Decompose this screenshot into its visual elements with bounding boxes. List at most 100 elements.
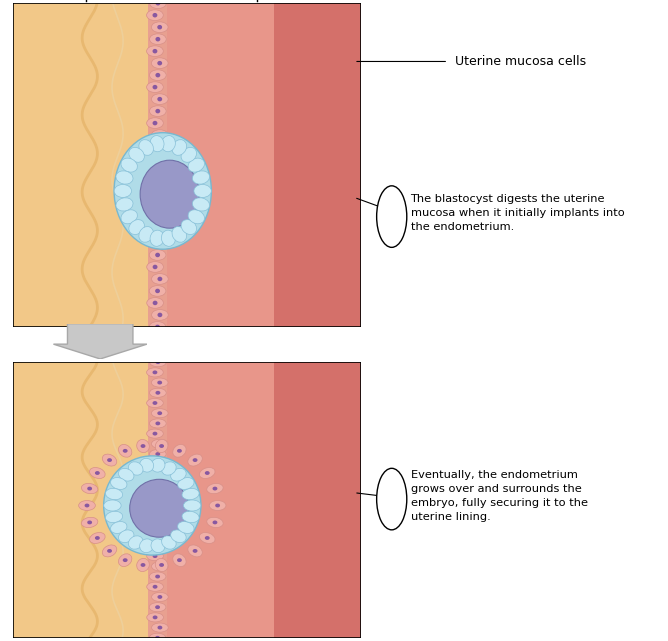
Circle shape xyxy=(158,241,162,246)
Ellipse shape xyxy=(81,517,98,528)
Ellipse shape xyxy=(146,399,163,408)
Circle shape xyxy=(156,422,160,426)
Ellipse shape xyxy=(150,449,166,458)
Ellipse shape xyxy=(114,185,132,197)
Ellipse shape xyxy=(152,592,168,601)
Ellipse shape xyxy=(173,554,186,567)
Circle shape xyxy=(377,469,407,530)
Circle shape xyxy=(156,391,160,395)
Circle shape xyxy=(152,493,158,497)
Circle shape xyxy=(153,265,158,269)
Ellipse shape xyxy=(110,478,127,490)
Circle shape xyxy=(152,85,158,89)
Text: The blastocyst digests the uterine
mucosa when it initially implants into
the en: The blastocyst digests the uterine mucos… xyxy=(411,194,625,233)
Ellipse shape xyxy=(137,440,150,453)
Circle shape xyxy=(156,145,160,149)
Circle shape xyxy=(107,549,112,553)
Circle shape xyxy=(88,520,92,524)
Polygon shape xyxy=(274,3,361,327)
Circle shape xyxy=(158,313,162,317)
Ellipse shape xyxy=(118,554,132,567)
Ellipse shape xyxy=(147,429,163,438)
Circle shape xyxy=(140,563,146,567)
Ellipse shape xyxy=(149,572,166,581)
Ellipse shape xyxy=(150,419,166,428)
Circle shape xyxy=(123,449,128,453)
Ellipse shape xyxy=(151,539,165,553)
Ellipse shape xyxy=(149,603,166,612)
Ellipse shape xyxy=(150,136,164,152)
Circle shape xyxy=(156,109,160,113)
Circle shape xyxy=(153,585,158,588)
Circle shape xyxy=(158,133,162,137)
Ellipse shape xyxy=(188,545,202,557)
Circle shape xyxy=(157,61,162,65)
Circle shape xyxy=(158,503,162,507)
Ellipse shape xyxy=(152,310,168,320)
Circle shape xyxy=(158,277,162,281)
Circle shape xyxy=(205,471,210,475)
Polygon shape xyxy=(152,362,361,638)
Ellipse shape xyxy=(182,488,199,500)
Ellipse shape xyxy=(152,439,168,449)
Ellipse shape xyxy=(147,82,163,92)
Ellipse shape xyxy=(114,133,211,249)
Ellipse shape xyxy=(184,500,201,511)
Circle shape xyxy=(95,471,100,475)
Circle shape xyxy=(123,558,128,562)
Ellipse shape xyxy=(118,530,134,542)
Circle shape xyxy=(156,37,160,42)
Polygon shape xyxy=(274,362,361,638)
Ellipse shape xyxy=(147,262,164,272)
Circle shape xyxy=(156,452,160,456)
Ellipse shape xyxy=(171,469,186,481)
Ellipse shape xyxy=(150,542,166,551)
Circle shape xyxy=(153,615,158,619)
Ellipse shape xyxy=(194,185,211,197)
Circle shape xyxy=(85,504,90,508)
Polygon shape xyxy=(53,324,147,359)
Ellipse shape xyxy=(106,488,123,500)
Ellipse shape xyxy=(192,171,210,184)
Ellipse shape xyxy=(110,522,127,533)
Ellipse shape xyxy=(147,521,164,530)
Ellipse shape xyxy=(102,545,117,557)
Ellipse shape xyxy=(188,158,204,172)
Ellipse shape xyxy=(104,500,121,511)
Circle shape xyxy=(177,558,182,562)
Ellipse shape xyxy=(90,533,105,544)
Circle shape xyxy=(152,524,158,528)
Ellipse shape xyxy=(152,274,168,285)
Ellipse shape xyxy=(81,483,98,494)
Circle shape xyxy=(158,534,162,538)
Polygon shape xyxy=(13,362,152,638)
Ellipse shape xyxy=(152,94,168,104)
Circle shape xyxy=(377,186,407,247)
Ellipse shape xyxy=(137,558,150,572)
Circle shape xyxy=(159,563,164,567)
Circle shape xyxy=(158,595,162,599)
Ellipse shape xyxy=(147,460,163,469)
Ellipse shape xyxy=(155,558,168,572)
Circle shape xyxy=(159,444,164,448)
Ellipse shape xyxy=(79,501,96,510)
Ellipse shape xyxy=(172,226,186,242)
Ellipse shape xyxy=(102,454,117,466)
Circle shape xyxy=(192,458,198,462)
Ellipse shape xyxy=(151,458,165,472)
Ellipse shape xyxy=(140,539,154,553)
Circle shape xyxy=(152,121,158,126)
Ellipse shape xyxy=(171,530,186,542)
Circle shape xyxy=(155,605,160,609)
Ellipse shape xyxy=(173,444,186,457)
Ellipse shape xyxy=(152,501,168,510)
Ellipse shape xyxy=(152,623,168,632)
Ellipse shape xyxy=(106,512,123,522)
Ellipse shape xyxy=(188,454,202,466)
Circle shape xyxy=(152,462,158,466)
Text: 1: 1 xyxy=(388,210,395,223)
Circle shape xyxy=(153,301,158,305)
Circle shape xyxy=(140,444,146,448)
Ellipse shape xyxy=(146,10,163,21)
Circle shape xyxy=(155,544,160,548)
